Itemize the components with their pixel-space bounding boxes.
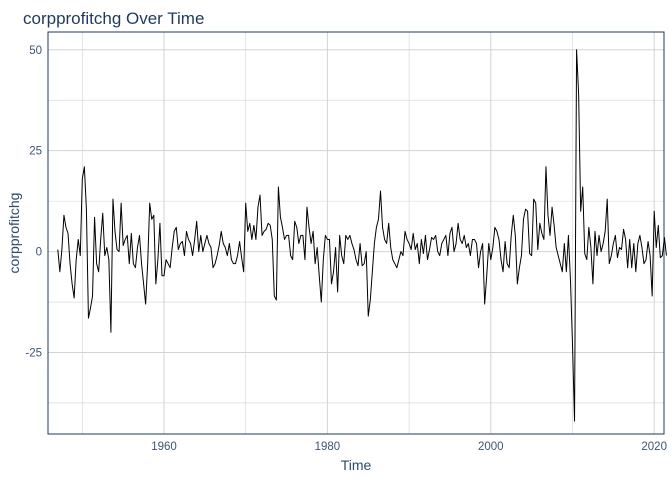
y-tick-label: 25 xyxy=(29,146,42,158)
x-tick-label: 2020 xyxy=(641,441,667,453)
series-line xyxy=(57,49,667,422)
y-axis-ticks: 50 25 0 -25 xyxy=(25,45,42,360)
y-tick-label: 0 xyxy=(36,247,42,259)
y-axis-title: corpprofitchg xyxy=(6,193,22,274)
x-tick-label: 2000 xyxy=(478,441,504,453)
plot-panel-border xyxy=(47,31,665,435)
y-tick-label: -25 xyxy=(25,347,42,359)
y-tick-label: 50 xyxy=(29,45,42,57)
x-tick-label: 1980 xyxy=(315,441,341,453)
chart-title: corpprofitchg Over Time xyxy=(23,9,204,28)
x-axis-title: Time xyxy=(341,457,372,473)
x-axis-ticks: 1960 1980 2000 2020 xyxy=(151,441,667,453)
x-tick-label: 1960 xyxy=(151,441,177,453)
grid-lines xyxy=(48,32,664,434)
